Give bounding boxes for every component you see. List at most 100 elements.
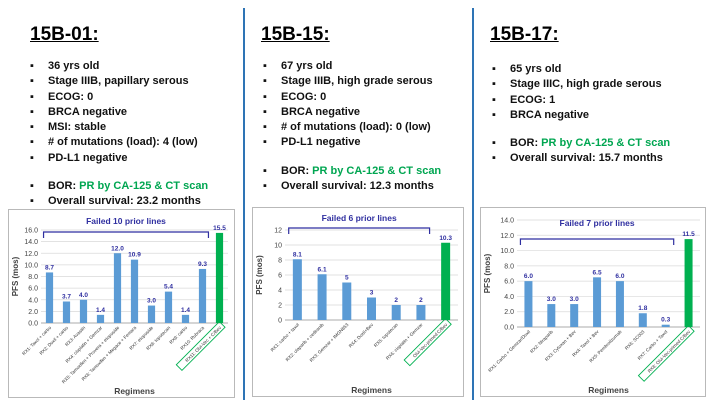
highlight-regimen-box xyxy=(637,324,695,382)
fact-mutations: # of mutations (load): 4 (low) xyxy=(30,135,208,151)
fact-stage: Stage IIIB, high grade serous xyxy=(263,74,441,90)
bar xyxy=(292,259,302,320)
bar xyxy=(570,304,579,327)
data-label: 10.9 xyxy=(128,252,141,259)
fact-age: 65 yrs old xyxy=(492,62,670,78)
bar xyxy=(147,305,156,323)
fact-stage: Stage IIIB, papillary serous xyxy=(30,74,208,90)
y-tick-label: 10.0 xyxy=(24,262,38,269)
category-label: RX11: Olvi-Vec + C/Bev xyxy=(184,325,222,363)
y-axis-title: PFS (mos) xyxy=(11,256,20,296)
bar xyxy=(416,305,426,320)
highlight-regimen-box xyxy=(403,317,452,367)
category-label: RX2: Niraparib xyxy=(529,329,554,354)
data-label: 6.5 xyxy=(593,269,602,276)
data-label: 3.0 xyxy=(547,296,556,303)
patient-column-3: 15B-17: 65 yrs old Stage IIIC, high grad… xyxy=(474,0,720,404)
bracket-label: Failed 7 prior lines xyxy=(560,218,635,228)
bar xyxy=(198,268,207,323)
patient-title: 15B-01: xyxy=(30,24,99,45)
prior-lines-bracket xyxy=(519,238,675,245)
x-axis-title: Regimens xyxy=(588,385,629,395)
data-label: 4.0 xyxy=(79,292,88,299)
y-tick-label: 2.0 xyxy=(28,309,38,316)
y-tick-label: 10 xyxy=(274,243,282,250)
data-label: 1.8 xyxy=(638,305,647,312)
y-tick-label: 2 xyxy=(278,303,282,310)
y-tick-label: 6 xyxy=(278,273,282,280)
data-label: 2 xyxy=(419,297,423,304)
y-tick-label: 8.0 xyxy=(28,274,38,281)
column-divider-left xyxy=(243,8,245,400)
prior-lines-bracket xyxy=(288,227,431,234)
data-label: 10.3 xyxy=(439,235,452,242)
data-label: 6.1 xyxy=(318,266,327,273)
data-label: 8.7 xyxy=(45,264,54,271)
bar xyxy=(62,301,71,323)
fact-bor: BOR: PR by CA-125 & CT scan xyxy=(30,179,209,195)
data-label: 3.0 xyxy=(147,298,156,305)
bor-value: PR by CA-125 & CT scan xyxy=(312,164,442,177)
data-label: 0.3 xyxy=(661,317,670,324)
pfs-chart-box: 0.0 2.0 4.0 6.0 8.0 10.0 12.0 14.0 6.0 RX1: Carbo… xyxy=(480,207,706,397)
fact-pdl1: PD-L1 negative xyxy=(30,151,208,167)
fact-survival: Overall survival: 23.2 months xyxy=(30,194,208,210)
bar xyxy=(615,281,624,327)
y-tick-label: 0.0 xyxy=(504,325,514,332)
fact-age: 67 yrs old xyxy=(263,59,441,75)
y-tick-label: 12.0 xyxy=(24,251,38,258)
data-label: 3 xyxy=(370,290,374,297)
data-label: 3.7 xyxy=(62,293,71,300)
fact-ecog: ECOG: 1 xyxy=(492,93,670,109)
bor-label: BOR: xyxy=(48,180,80,193)
fact-brca: BRCA negative xyxy=(492,108,670,124)
highlight-regimen-box xyxy=(175,320,226,371)
data-label: 11.5 xyxy=(682,231,695,238)
bar-highlight xyxy=(441,242,451,320)
prior-lines-bracket xyxy=(42,231,210,238)
data-label: 6.0 xyxy=(615,273,624,280)
patient-title: 15B-15: xyxy=(261,24,330,45)
bor-label: BOR: xyxy=(281,164,313,177)
column-divider-right xyxy=(472,8,474,400)
data-label: 5.4 xyxy=(164,284,173,291)
fact-ecog: ECOG: 0 xyxy=(30,90,208,106)
fact-bor: BOR: PR by CA-125 & CT scan xyxy=(492,136,671,152)
bar xyxy=(45,272,54,323)
fact-survival: Overall survival: 12.3 months xyxy=(263,179,441,195)
fact-mutations: # of mutations (load): 0 (low) xyxy=(263,120,441,136)
pfs-chart-box: 0 2 4 6 8 10 12 8.1 RX1: carbo + taxol 6.1 RX2: ol… xyxy=(252,207,464,397)
y-tick-label: 14.0 xyxy=(24,239,38,246)
bar xyxy=(181,314,190,323)
patient-facts: 36 yrs old Stage IIIB, papillary serous … xyxy=(30,59,208,210)
category-label: RX1: Taxol + carbo xyxy=(21,325,52,356)
bar xyxy=(130,259,139,323)
data-label: 3.0 xyxy=(570,296,579,303)
y-tick-label: 0 xyxy=(278,318,282,325)
fact-ecog: ECOG: 0 xyxy=(263,90,441,106)
y-tick-label: 6.0 xyxy=(28,286,38,293)
data-label: 12.0 xyxy=(111,245,124,252)
bor-value: PR by CA-125 & CT scan xyxy=(541,137,671,150)
bar xyxy=(524,281,533,327)
pfs-bar-chart: 0.0 2.0 4.0 6.0 8.0 10.0 12.0 14.0 6.0 RX1: Carbo… xyxy=(483,218,700,395)
y-tick-label: 8.0 xyxy=(504,263,514,270)
category-label: RX6: SC003 xyxy=(624,329,646,351)
x-axis-title: Regimens xyxy=(114,386,155,396)
bar xyxy=(113,253,122,323)
category-label: RX4: Doxil+Bev xyxy=(348,322,375,349)
x-axis-title: Regimens xyxy=(351,385,392,395)
patient-title: 15B-17: xyxy=(490,24,559,45)
patient-column-2: 15B-15: 67 yrs old Stage IIIB, high grad… xyxy=(245,0,472,404)
y-tick-label: 4 xyxy=(278,288,282,295)
bar xyxy=(96,314,105,323)
y-tick-label: 2.0 xyxy=(504,309,514,316)
fact-pdl1: PD-L1 negative xyxy=(263,135,441,151)
bar xyxy=(164,291,173,323)
bor-value: PR by CA-125 & CT scan xyxy=(79,180,209,193)
y-tick-label: 16.0 xyxy=(24,228,38,235)
pfs-chart-box: 0.0 2.0 4.0 6.0 8.0 10.0 12.0 14.0 16.0 8.7 RX1: T… xyxy=(8,209,235,398)
bar xyxy=(547,304,556,327)
bar xyxy=(79,299,88,323)
